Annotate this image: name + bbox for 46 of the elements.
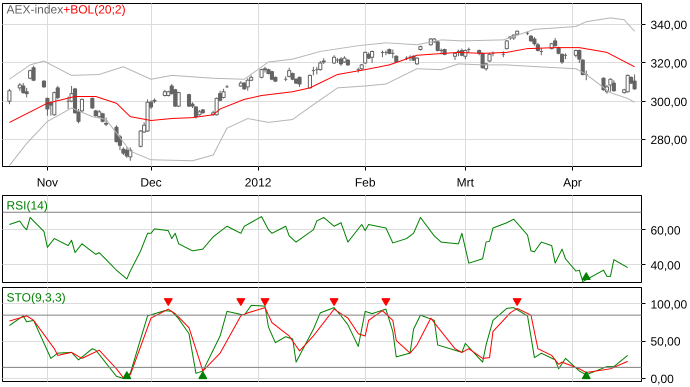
y-tick-label: 50,00 <box>650 334 681 349</box>
candlestick <box>608 78 612 92</box>
candlestick <box>32 65 36 82</box>
y-tick-label: 340,00 <box>650 18 688 32</box>
candlestick <box>270 70 274 81</box>
y-tick-label: 320,00 <box>650 56 688 70</box>
candlestick <box>128 146 132 162</box>
candlestick <box>176 91 181 108</box>
text: +BOL(20;2) <box>63 2 126 16</box>
x-tick-label: Dec <box>140 176 162 190</box>
candlestick <box>297 76 302 88</box>
candlestick <box>436 40 440 52</box>
candlestick <box>24 87 29 98</box>
candlestick <box>90 96 94 110</box>
candlestick <box>318 60 322 72</box>
series-label: RSI(14) <box>6 198 48 212</box>
candlestick <box>287 67 292 78</box>
x-tick-label: Feb <box>354 176 376 190</box>
y-tick-label: 0,00 <box>650 372 674 386</box>
x-tick-label: 2012 <box>244 176 272 190</box>
series-label: STO(9,3,3) <box>6 290 66 304</box>
candlestick <box>222 88 226 99</box>
line-series <box>8 216 628 282</box>
candlestick <box>504 39 509 50</box>
x-tick-label: Nov <box>36 176 58 190</box>
candlestick <box>66 96 70 110</box>
y-tick-label: 100,00 <box>650 297 688 312</box>
candlestick <box>632 74 637 90</box>
y-tick-label: 300,00 <box>650 94 688 109</box>
x-tick-label: Apr <box>563 176 582 190</box>
text: AEX-index <box>6 2 64 16</box>
candlestick <box>21 82 26 94</box>
line-series <box>8 17 636 80</box>
line-series <box>8 47 636 123</box>
candlestick <box>7 88 12 105</box>
candlestick <box>260 68 264 79</box>
y-tick-label: 280,00 <box>650 133 688 148</box>
candlestick <box>246 78 250 92</box>
x-tick-label: Mrt <box>456 176 475 190</box>
line-series <box>8 63 636 166</box>
candlestick <box>370 50 374 64</box>
candlestick <box>194 106 198 120</box>
candlestick <box>186 93 192 108</box>
y-tick-label: 60,00 <box>650 223 681 238</box>
y-tick-label: 40,00 <box>650 258 681 272</box>
candlestick <box>626 74 630 94</box>
